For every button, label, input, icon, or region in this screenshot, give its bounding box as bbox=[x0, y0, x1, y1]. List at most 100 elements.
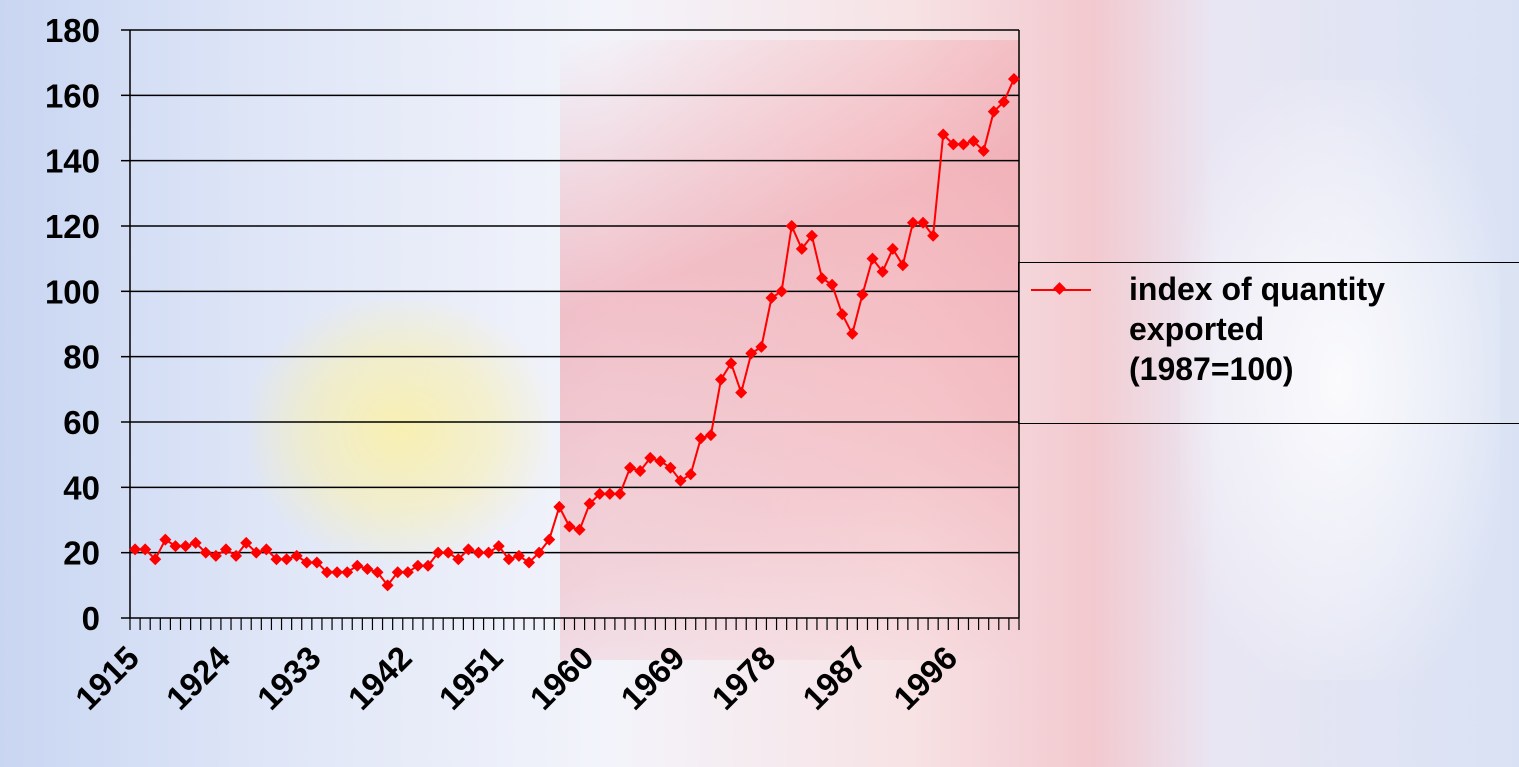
x-tick-label: 1924 bbox=[159, 638, 238, 717]
data-point-marker bbox=[320, 566, 333, 579]
data-point-marker bbox=[735, 386, 748, 399]
data-point-marker bbox=[482, 546, 495, 559]
x-tick-label: 1942 bbox=[341, 639, 419, 717]
y-tick-label: 20 bbox=[63, 535, 100, 572]
data-point-marker bbox=[553, 500, 566, 513]
data-point-marker bbox=[230, 549, 243, 562]
data-point-marker bbox=[502, 553, 515, 566]
data-point-marker bbox=[856, 288, 869, 301]
data-point-marker bbox=[775, 285, 788, 298]
data-point-marker bbox=[654, 455, 667, 468]
y-axis-ticks: 0 20 40 60 80 100 120 140 160 180 bbox=[45, 12, 130, 637]
legend-label-line1: index of quantity bbox=[1129, 271, 1385, 307]
data-point-marker bbox=[331, 566, 344, 579]
data-point-marker bbox=[725, 357, 738, 370]
gridlines bbox=[130, 29, 1019, 554]
data-point-marker bbox=[967, 135, 980, 148]
legend-label: index of quantity exported (1987=100) bbox=[1129, 269, 1519, 389]
x-tick-label: 1951 bbox=[432, 639, 510, 717]
data-point-marker bbox=[836, 308, 849, 321]
data-point-marker bbox=[139, 543, 152, 556]
data-point-marker bbox=[310, 556, 323, 569]
x-axis-ticks: 1915 1924 1933 1942 1951 1960 1969 1978 1987 1996 bbox=[68, 618, 1020, 717]
data-point-marker bbox=[816, 272, 829, 285]
data-point-marker bbox=[795, 242, 808, 255]
data-point-marker bbox=[169, 540, 182, 553]
series-group bbox=[129, 73, 1020, 592]
data-point-marker bbox=[987, 105, 1000, 118]
y-tick-label: 100 bbox=[45, 273, 100, 310]
data-point-marker bbox=[300, 556, 313, 569]
data-point-marker bbox=[149, 553, 162, 566]
data-point-marker bbox=[523, 556, 536, 569]
data-point-marker bbox=[563, 520, 576, 533]
data-point-marker bbox=[219, 543, 232, 556]
data-point-marker bbox=[381, 579, 394, 592]
legend-diamond-icon bbox=[1053, 282, 1066, 295]
data-point-marker bbox=[714, 373, 727, 386]
legend: index of quantity exported (1987=100) bbox=[1018, 262, 1519, 424]
data-point-marker bbox=[785, 220, 798, 232]
data-point-marker bbox=[603, 487, 616, 500]
data-point-marker bbox=[1007, 73, 1020, 85]
y-tick-label: 0 bbox=[82, 600, 100, 637]
data-point-marker bbox=[906, 216, 919, 229]
data-point-marker bbox=[351, 559, 364, 572]
data-point-marker bbox=[765, 291, 778, 304]
data-point-marker bbox=[977, 144, 990, 157]
data-point-marker bbox=[260, 543, 273, 556]
data-point-marker bbox=[624, 461, 637, 474]
data-point-marker bbox=[613, 487, 626, 500]
data-point-marker bbox=[937, 128, 950, 141]
data-point-marker bbox=[129, 543, 142, 556]
data-point-marker bbox=[280, 553, 293, 566]
data-point-marker bbox=[997, 95, 1010, 108]
data-point-marker bbox=[472, 546, 485, 559]
data-point-marker bbox=[199, 546, 212, 559]
series-line bbox=[135, 78, 1015, 587]
data-point-marker bbox=[391, 566, 404, 579]
data-point-marker bbox=[755, 340, 768, 353]
data-point-marker bbox=[846, 327, 859, 340]
data-point-marker bbox=[927, 229, 940, 242]
y-tick-label: 60 bbox=[63, 404, 100, 441]
data-point-marker bbox=[917, 216, 930, 229]
x-tick-label: 1933 bbox=[250, 639, 328, 717]
data-point-marker bbox=[411, 559, 424, 572]
data-point-marker bbox=[694, 432, 707, 445]
data-point-marker bbox=[805, 229, 818, 242]
data-point-marker bbox=[512, 549, 525, 562]
data-point-marker bbox=[179, 540, 192, 553]
data-point-marker bbox=[634, 465, 647, 477]
data-point-marker bbox=[876, 265, 889, 278]
data-point-marker bbox=[442, 546, 455, 559]
data-point-marker bbox=[957, 138, 970, 151]
x-tick-label: 1987 bbox=[795, 639, 873, 717]
y-tick-label: 160 bbox=[45, 77, 100, 114]
data-point-marker bbox=[704, 429, 717, 442]
data-point-marker bbox=[573, 523, 586, 536]
data-point-marker bbox=[209, 549, 222, 562]
y-tick-label: 80 bbox=[63, 339, 100, 376]
data-point-marker bbox=[432, 546, 445, 559]
data-point-marker bbox=[462, 543, 475, 556]
y-tick-label: 180 bbox=[45, 12, 100, 49]
x-tick-label: 1996 bbox=[886, 639, 964, 717]
x-tick-label: 1978 bbox=[704, 639, 782, 717]
data-point-marker bbox=[664, 461, 677, 474]
data-point-marker bbox=[341, 566, 354, 579]
data-point-marker bbox=[492, 540, 505, 553]
data-point-marker bbox=[583, 497, 596, 510]
data-point-marker bbox=[452, 553, 465, 566]
data-point-marker bbox=[896, 259, 909, 272]
data-point-marker bbox=[240, 536, 253, 549]
legend-label-line2: exported bbox=[1129, 311, 1265, 347]
data-point-marker bbox=[422, 559, 435, 572]
data-point-marker bbox=[270, 553, 283, 566]
y-tick-label: 140 bbox=[45, 143, 100, 180]
legend-label-line3: (1987=100) bbox=[1129, 351, 1294, 387]
x-tick-label: 1969 bbox=[613, 639, 691, 717]
data-point-marker bbox=[866, 252, 879, 265]
data-point-marker bbox=[290, 549, 303, 562]
data-point-marker bbox=[533, 546, 546, 559]
